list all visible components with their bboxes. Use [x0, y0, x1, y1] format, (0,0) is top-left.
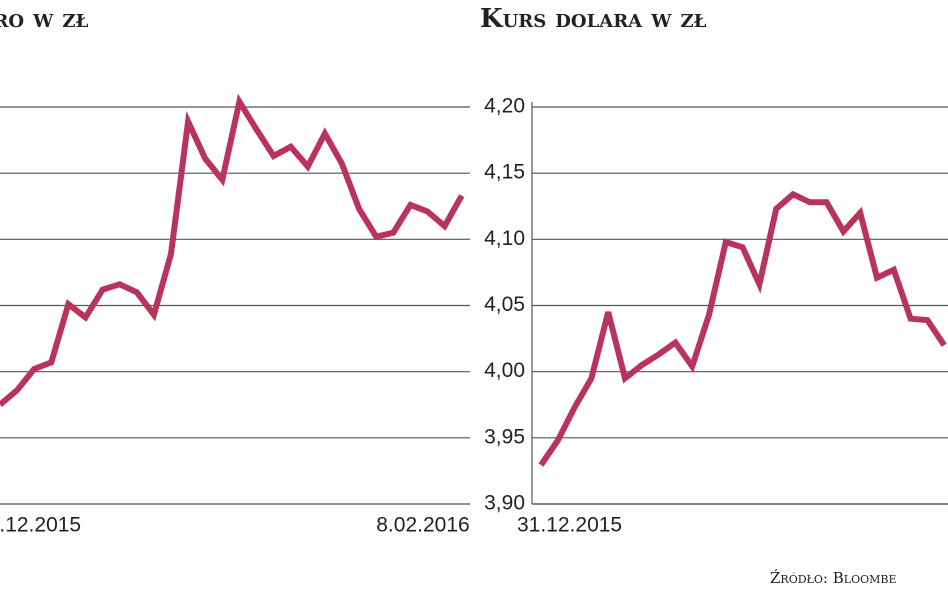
- y-tick-label: 4,10: [484, 227, 525, 250]
- data-line: [538, 190, 947, 467]
- y-tick-label: 4,20: [484, 95, 525, 118]
- chart-title: Kurs dolara w zł: [480, 4, 707, 34]
- x-tick-label: 8.02.2016: [376, 514, 469, 537]
- source-note: Źródło: Bloombe: [770, 569, 896, 587]
- y-tick-label: 3,90: [484, 492, 525, 515]
- y-tick-label: 4,15: [484, 161, 525, 184]
- x-tick-label: 31.12.2015: [0, 514, 81, 537]
- y-tick-label: 3,95: [484, 425, 525, 448]
- chart-title: s euro w zł: [0, 4, 89, 34]
- data-line: [0, 93, 465, 407]
- y-tick-label: 4,00: [484, 359, 525, 382]
- x-tick-label: 31.12.2015: [517, 514, 622, 537]
- y-tick-label: 4,05: [484, 293, 525, 316]
